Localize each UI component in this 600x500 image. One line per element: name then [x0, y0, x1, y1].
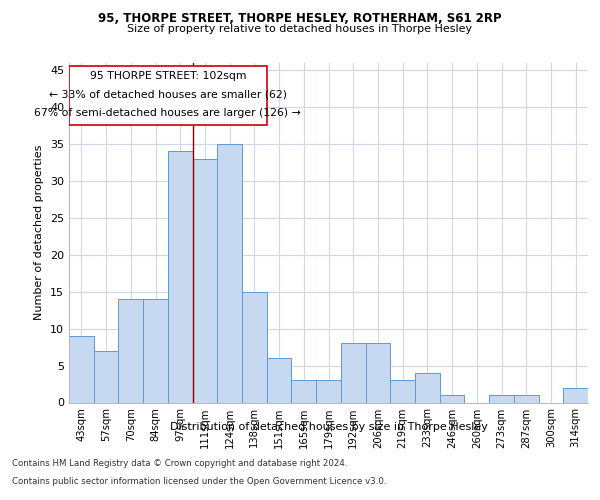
Bar	[365, 344, 390, 402]
Bar	[193, 158, 217, 402]
Y-axis label: Number of detached properties: Number of detached properties	[34, 145, 44, 320]
Bar	[341, 344, 365, 402]
Text: Size of property relative to detached houses in Thorpe Hesley: Size of property relative to detached ho…	[127, 24, 473, 34]
Text: Distribution of detached houses by size in Thorpe Hesley: Distribution of detached houses by size …	[170, 422, 488, 432]
Bar	[94, 351, 118, 403]
Text: ← 33% of detached houses are smaller (62): ← 33% of detached houses are smaller (62…	[49, 90, 287, 100]
Bar	[242, 292, 267, 403]
Bar	[316, 380, 341, 402]
Bar	[69, 66, 267, 126]
Bar	[292, 380, 316, 402]
Bar	[514, 395, 539, 402]
Bar	[390, 380, 415, 402]
Text: 95, THORPE STREET, THORPE HESLEY, ROTHERHAM, S61 2RP: 95, THORPE STREET, THORPE HESLEY, ROTHER…	[98, 12, 502, 26]
Bar	[69, 336, 94, 402]
Bar	[415, 373, 440, 402]
Bar	[217, 144, 242, 403]
Bar	[143, 299, 168, 403]
Text: Contains public sector information licensed under the Open Government Licence v3: Contains public sector information licen…	[12, 477, 386, 486]
Bar	[168, 151, 193, 403]
Bar	[118, 299, 143, 403]
Bar	[563, 388, 588, 402]
Text: 95 THORPE STREET: 102sqm: 95 THORPE STREET: 102sqm	[89, 72, 246, 82]
Bar	[440, 395, 464, 402]
Text: 67% of semi-detached houses are larger (126) →: 67% of semi-detached houses are larger (…	[34, 108, 301, 118]
Bar	[267, 358, 292, 403]
Text: Contains HM Land Registry data © Crown copyright and database right 2024.: Contains HM Land Registry data © Crown c…	[12, 458, 347, 468]
Bar	[489, 395, 514, 402]
